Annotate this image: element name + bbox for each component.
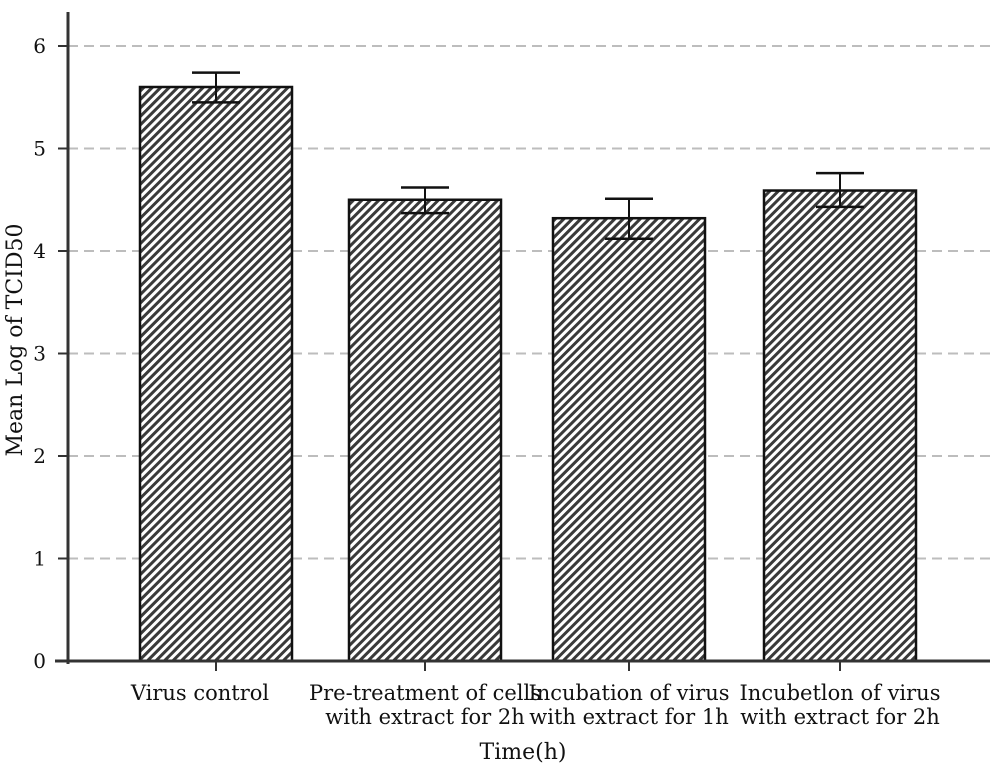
x-category-label: with extract for 1h: [529, 705, 729, 729]
labels: 0 1 2 3 4 5 6 Virus control Pre-treatment of cel…: [3, 34, 941, 765]
x-category-label: with extract for 2h: [325, 705, 525, 729]
x-category-label: Pre-treatment of cells: [309, 681, 541, 705]
axes: [55, 12, 990, 671]
y-tick-label: 5: [33, 137, 46, 161]
y-tick-label: 1: [33, 547, 46, 571]
bar: [762, 189, 918, 663]
x-axis-title: Time(h): [480, 740, 567, 765]
x-category-label: Virus control: [130, 681, 270, 705]
error-bars: [192, 71, 864, 240]
bars: [138, 85, 918, 663]
bar: [347, 198, 503, 663]
y-tick-label: 4: [33, 239, 46, 263]
x-category-label: Incubation of virus: [528, 681, 729, 705]
y-tick-label: 2: [33, 444, 46, 468]
bar: [551, 216, 707, 663]
y-tick-label: 0: [33, 649, 46, 673]
x-category-label: Incubetlon of virus: [740, 681, 941, 705]
y-tick-label: 6: [33, 34, 46, 58]
x-category-label: with extract for 2h: [740, 705, 940, 729]
bar: [138, 85, 294, 663]
y-axis-title: Mean Log of TCID50: [3, 224, 28, 457]
y-tick-label: 3: [33, 342, 46, 366]
